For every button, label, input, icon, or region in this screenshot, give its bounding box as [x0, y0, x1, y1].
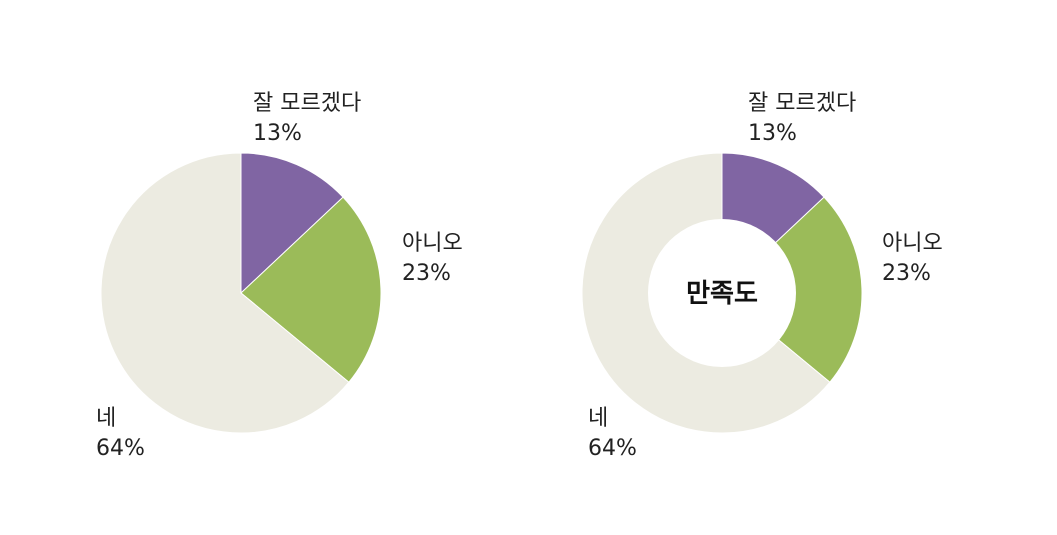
slice-yes [100, 152, 350, 434]
slice-label-unsure-name: 잘 모르겠다 [253, 91, 361, 116]
slice-label-unsure-name: 잘 모르겠다 [748, 91, 856, 116]
slice-label-yes-value: 64% [588, 436, 637, 461]
legend-label-unsure: 잘 모르겠다 13% [253, 91, 361, 146]
legend-label-yes: 네 64% [588, 406, 637, 461]
slice-label-unsure-value: 13% [748, 121, 797, 146]
pie-slices [100, 152, 382, 434]
slice-label-no-name: 아니오 [402, 231, 463, 256]
legend-label-no: 아니오 23% [402, 231, 463, 286]
donut-chart: 만족도 잘 모르겠다 13% 아니오 23% 네 64% [581, 91, 943, 461]
slice-label-unsure-value: 13% [253, 121, 302, 146]
slice-label-no-name: 아니오 [882, 231, 943, 256]
slice-label-no-value: 23% [882, 261, 931, 286]
slice-unsure [240, 152, 344, 295]
slice-no [240, 196, 382, 383]
slice-label-yes-name: 네 [96, 406, 116, 431]
legend-label-no: 아니오 23% [882, 231, 943, 286]
slice-label-no-value: 23% [402, 261, 451, 286]
donut-hole [648, 219, 796, 367]
slice-label-yes-name: 네 [588, 406, 608, 431]
donut-center-label: 만족도 [686, 279, 758, 309]
legend-label-yes: 네 64% [96, 406, 145, 461]
pie-chart: 잘 모르겠다 13% 아니오 23% 네 64% [96, 91, 463, 461]
legend-label-unsure: 잘 모르겠다 13% [748, 91, 856, 146]
slice-label-yes-value: 64% [96, 436, 145, 461]
